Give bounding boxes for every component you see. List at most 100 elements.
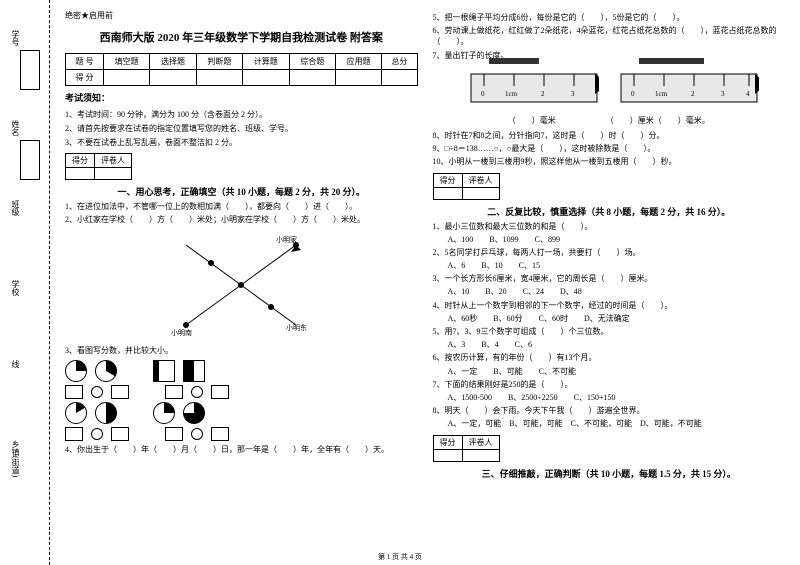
question: 8、时针在7和8之间，分针指向7，这时是（ ）时（ ）分。 xyxy=(433,130,786,141)
question: 6、按农历计算，有的年份（ ）有13个月。 xyxy=(433,352,786,363)
svg-text:1cm: 1cm xyxy=(505,90,518,98)
question: 7、下面的结果刚好是250的是（ ）。 xyxy=(433,379,786,390)
svg-text:3: 3 xyxy=(721,90,725,98)
grid-icon xyxy=(183,360,205,382)
svg-text:1cm: 1cm xyxy=(655,90,668,98)
question: 10、小明从一楼到三楼用9秒，照这样他从一楼到五楼用（ ）秒。 xyxy=(433,156,786,167)
question: 4、你出生于（ ）年（ ）月（ ）日，那一年是（ ）年，全年有（ ）天。 xyxy=(65,444,418,455)
options: A、6 B、10 C、15 xyxy=(433,260,786,271)
options: A、10 B、20 C、24 D、48 xyxy=(433,286,786,297)
svg-text:0: 0 xyxy=(631,90,635,98)
ruler-answers: （ ）毫米 （ ）厘米（ ）毫米。 xyxy=(433,113,786,128)
secret-note: 绝密★启用前 xyxy=(65,10,418,21)
frac-box xyxy=(65,385,83,399)
fraction-compare xyxy=(65,427,418,441)
svg-text:小明南: 小明南 xyxy=(171,328,192,337)
instruction: 2、请首先按要求在试卷的指定位置填写您的姓名、班级、学号。 xyxy=(65,123,418,134)
gc: 评卷人 xyxy=(95,154,132,168)
question: 5、把一根绳子平均分成6份，每份是它的（ ），5份是它的（ ）。 xyxy=(433,12,786,23)
options: A、一定 B、可能 C、不可能 xyxy=(433,366,786,377)
th: 选择题 xyxy=(150,54,196,70)
fraction-diagrams xyxy=(65,360,418,382)
gc: 评卷人 xyxy=(462,435,499,449)
nail-icon xyxy=(639,58,704,64)
margin-label: 姓名 xyxy=(10,120,21,136)
pie-icon xyxy=(95,360,117,382)
margin-box xyxy=(20,140,40,180)
margin-label: 线 xyxy=(10,360,21,368)
instruction: 1、考试时间：90 分钟，满分为 100 分（含卷面分 2 分）。 xyxy=(65,109,418,120)
th: 填空题 xyxy=(103,54,149,70)
nail-icon xyxy=(489,58,539,64)
grid-icon xyxy=(153,360,175,382)
section3-title: 三、仔细推敲，正确判断（共 10 小题，每题 1.5 分，共 15 分）。 xyxy=(433,467,786,480)
margin-label: 班级 xyxy=(10,200,21,216)
options: A、一定，可能 B、可能，可能 C、不可能，可能 D、可能，不可能 xyxy=(433,418,786,429)
svg-text:小明家: 小明家 xyxy=(276,235,297,244)
th: 总分 xyxy=(382,54,417,70)
options: A、100 B、1099 C、899 xyxy=(433,234,786,245)
margin-box xyxy=(20,50,40,90)
gc: 得分 xyxy=(433,173,462,187)
right-column: 5、把一根绳子平均分成6份，每份是它的（ ），5份是它的（ ）。 6、劳动课上做… xyxy=(433,10,786,555)
margin-label: 学号 xyxy=(10,30,21,46)
th: 题 号 xyxy=(66,54,104,70)
pie-icon xyxy=(95,402,117,424)
svg-text:4: 4 xyxy=(746,90,750,98)
th: 计算题 xyxy=(243,54,289,70)
question: 7、量出钉子的长度。 xyxy=(433,50,786,61)
section2-title: 二、反复比较，慎重选择（共 8 小题，每题 2 分，共 16 分）。 xyxy=(433,205,786,218)
question: 9、□÷8＝138……○，○最大是（ ），这时被除数是（ ）。 xyxy=(433,143,786,154)
pie-icon xyxy=(65,402,87,424)
section1-title: 一、用心思考，正确填空（共 10 小题，每题 2 分，共 20 分）。 xyxy=(65,185,418,198)
ruler-icon: 0 1cm 2 3 xyxy=(469,66,599,106)
ruler-diagram: 0 1cm 2 3 0 1cm 2 3 xyxy=(433,66,786,108)
answer-blank: （ ）毫米 xyxy=(508,115,556,126)
question: 2、5名同学打乒乓球，每两人打一场，共要打（ ）场。 xyxy=(433,247,786,258)
frac-box xyxy=(211,427,229,441)
th: 应用题 xyxy=(335,54,381,70)
direction-diagram: 小明家 小明南 小明东 xyxy=(166,230,316,340)
margin-label: 乡镇(街道) xyxy=(10,440,21,477)
grade-table: 得分评卷人 xyxy=(65,153,132,180)
compare-circle xyxy=(191,428,203,440)
frac-box xyxy=(65,427,83,441)
ruler-icon: 0 1cm 2 3 4 xyxy=(619,66,759,106)
compare-circle xyxy=(191,386,203,398)
frac-box xyxy=(165,427,183,441)
td: 得 分 xyxy=(66,70,104,86)
pie-icon xyxy=(183,402,205,424)
score-table: 题 号 填空题 选择题 判断题 计算题 综合题 应用题 总分 得 分 xyxy=(65,53,418,86)
grade-table: 得分评卷人 xyxy=(433,173,500,200)
options: A、3 B、4 C、6 xyxy=(433,339,786,350)
pie-icon xyxy=(65,360,87,382)
left-column: 绝密★启用前 西南师大版 2020 年三年级数学下学期自我检测试卷 附答案 题 … xyxy=(65,10,418,555)
compare-circle xyxy=(91,386,103,398)
frac-box xyxy=(111,427,129,441)
answer-blank: （ ）厘米（ ）毫米。 xyxy=(606,115,710,126)
margin-label: 学校 xyxy=(10,280,21,296)
question: 5、用7、3、9三个数字可组成（ ）个三位数。 xyxy=(433,326,786,337)
options: A、60秒 B、60分 C、60时 D、无法确定 xyxy=(433,313,786,324)
notice-head: 考试须知： xyxy=(65,91,418,104)
th: 综合题 xyxy=(289,54,335,70)
question: 6、劳动课上做纸花，红红做了2朵纸花，4朵蓝花，红花占纸花总数的（ ），蓝花占纸… xyxy=(433,25,786,47)
question: 3、一个长方形长6厘米，宽4厘米，它的周长是（ ）厘米。 xyxy=(433,273,786,284)
frac-box xyxy=(211,385,229,399)
svg-text:2: 2 xyxy=(691,90,695,98)
question: 1、在进位加法中，不管哪一位上的数相加满（ ），都要向（ ）进（ ）。 xyxy=(65,201,418,212)
compare-circle xyxy=(91,428,103,440)
svg-text:0: 0 xyxy=(481,90,485,98)
svg-text:2: 2 xyxy=(541,90,545,98)
main-content: 绝密★启用前 西南师大版 2020 年三年级数学下学期自我检测试卷 附答案 题 … xyxy=(50,0,800,565)
question: 3、看图写分数，并比较大小。 xyxy=(65,345,418,356)
exam-title: 西南师大版 2020 年三年级数学下学期自我检测试卷 附答案 xyxy=(65,29,418,45)
question: 4、时针从上一个数字到相邻的下一个数字，经过的时间是（ ）。 xyxy=(433,300,786,311)
gc: 评卷人 xyxy=(462,173,499,187)
fraction-diagrams xyxy=(65,402,418,424)
question: 8、明天（ ）会下雨。今天下午我（ ）游遍全世界。 xyxy=(433,405,786,416)
frac-box xyxy=(165,385,183,399)
frac-box xyxy=(111,385,129,399)
gc: 得分 xyxy=(66,154,95,168)
options: A、1500-500 B、2500÷2250 C、150+150 xyxy=(433,392,786,403)
